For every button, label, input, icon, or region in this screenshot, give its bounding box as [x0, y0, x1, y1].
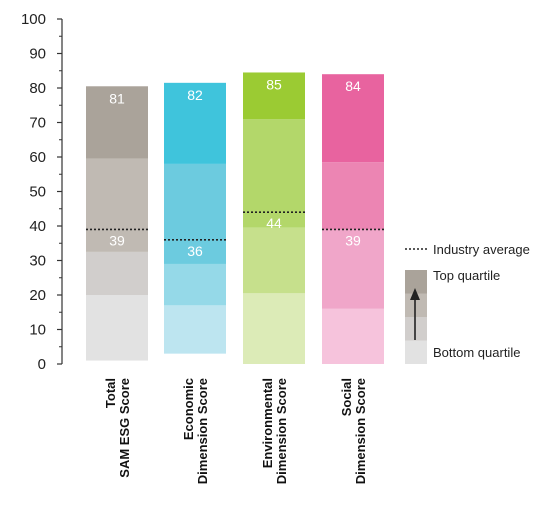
bar-group: 39 84: [322, 74, 384, 364]
bar-group: 36 82: [164, 82, 226, 354]
bar-quartile-segment: [243, 72, 305, 120]
category-label: Total SAM ESG Score: [103, 378, 132, 478]
legend: Industry average Top quartile Bottom qua…: [405, 242, 530, 364]
bar-quartile-segment: [86, 295, 148, 361]
y-tick-label: 70: [29, 115, 46, 132]
bar-quartile-segment: [86, 86, 148, 159]
score-label: 85: [266, 76, 282, 92]
y-tick-label: 100: [21, 11, 46, 28]
y-tick-label: 20: [29, 287, 46, 304]
category-label: Economic Dimension Score: [181, 378, 210, 484]
bar-quartile-segment: [86, 251, 148, 295]
bar-quartile-segment: [164, 263, 226, 306]
bar-quartile-segment: [322, 229, 384, 309]
bar-group: 44 85: [243, 72, 305, 364]
category-label: Environmental Dimension Score: [260, 378, 289, 484]
bars: 39 81 36 82 44 85 39 84: [86, 72, 384, 364]
y-tick-label: 90: [29, 46, 46, 63]
legend-quartile-swatches: [405, 270, 427, 364]
category-label-line: Dimension Score: [274, 378, 289, 484]
industry-average-label: 36: [187, 243, 203, 259]
bar-quartile-segment: [243, 227, 305, 294]
category-label: Social Dimension Score: [339, 378, 368, 484]
legend-industry-average: Industry average: [433, 242, 530, 257]
category-label-line: Total: [103, 378, 118, 408]
category-labels: Total SAM ESG Score Economic Dimension Scor…: [103, 378, 368, 484]
bar-quartile-segment: [322, 308, 384, 364]
bar-quartile-segment: [243, 119, 305, 228]
bar-quartile-segment: [322, 74, 384, 163]
category-label-line: Social: [339, 378, 354, 416]
category-label-line: Dimension Score: [353, 378, 368, 484]
score-label: 84: [345, 78, 361, 94]
score-label: 82: [187, 87, 203, 103]
legend-swatch: [405, 340, 427, 364]
y-tick-label: 40: [29, 218, 46, 235]
bar-quartile-segment: [164, 305, 226, 354]
category-label-line: Economic: [181, 378, 196, 440]
y-tick-label: 30: [29, 253, 46, 270]
industry-average-label: 39: [109, 232, 125, 248]
bar-quartile-segment: [86, 158, 148, 252]
category-label-line: Environmental: [260, 378, 275, 468]
category-label-line: Dimension Score: [195, 378, 210, 484]
bar-group: 39 81: [86, 86, 148, 361]
y-tick-label: 80: [29, 80, 46, 97]
category-label-line: SAM ESG Score: [117, 378, 132, 478]
y-tick-label: 10: [29, 322, 46, 339]
legend-swatch: [405, 270, 427, 294]
legend-up-arrowhead-icon: [410, 288, 420, 300]
bar-quartile-segment: [164, 163, 226, 264]
y-tick-label: 60: [29, 149, 46, 166]
y-tick-label: 0: [38, 356, 46, 373]
legend-swatch: [405, 317, 427, 341]
legend-top-quartile: Top quartile: [433, 268, 500, 283]
bar-quartile-segment: [322, 162, 384, 230]
y-axis: 0 10 20 30 40 50 60 70 80 90 100: [21, 11, 63, 373]
industry-average-label: 39: [345, 232, 361, 248]
industry-average-label: 44: [266, 215, 282, 231]
score-label: 81: [109, 90, 125, 106]
bar-quartile-segment: [243, 293, 305, 364]
bar-quartile-segment: [164, 82, 226, 164]
y-tick-label: 50: [29, 184, 46, 201]
legend-bottom-quartile: Bottom quartile: [433, 345, 520, 360]
